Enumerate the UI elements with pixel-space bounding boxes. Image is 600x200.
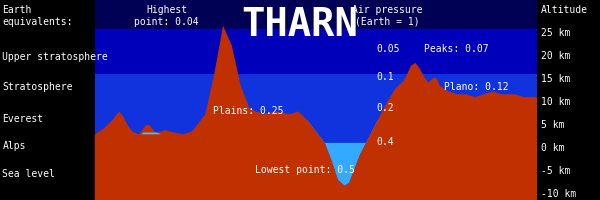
Polygon shape <box>95 0 537 29</box>
Text: Highest
point: 0.04: Highest point: 0.04 <box>134 5 199 27</box>
Polygon shape <box>95 74 537 143</box>
Polygon shape <box>307 120 378 186</box>
Text: Plano: 0.12: Plano: 0.12 <box>444 82 509 92</box>
Text: Altitude: Altitude <box>541 5 588 15</box>
Text: Air pressure
(Earth = 1): Air pressure (Earth = 1) <box>352 5 422 27</box>
Text: 5 km: 5 km <box>541 120 565 130</box>
Text: Upper stratosphere: Upper stratosphere <box>2 52 108 62</box>
Text: -10 km: -10 km <box>541 189 577 199</box>
Text: Lowest point: 0.5: Lowest point: 0.5 <box>255 165 355 175</box>
Polygon shape <box>95 26 537 200</box>
Text: THARN: THARN <box>242 6 358 44</box>
Text: Stratosphere: Stratosphere <box>2 82 73 92</box>
Text: Plains: 0.25: Plains: 0.25 <box>213 106 284 116</box>
Text: Alps: Alps <box>2 141 26 151</box>
Text: 25 km: 25 km <box>541 28 571 38</box>
Text: -5 km: -5 km <box>541 166 571 176</box>
Text: 0.4: 0.4 <box>377 137 394 147</box>
Text: 20 km: 20 km <box>541 51 571 61</box>
Text: 0.05: 0.05 <box>377 44 400 54</box>
Polygon shape <box>95 29 537 74</box>
Text: Sea level: Sea level <box>2 169 55 179</box>
Text: 15 km: 15 km <box>541 74 571 84</box>
Polygon shape <box>95 143 537 200</box>
Text: Earth
equivalents:: Earth equivalents: <box>2 5 73 27</box>
Text: Everest: Everest <box>2 114 44 124</box>
Text: 0.1: 0.1 <box>377 72 394 82</box>
Text: 10 km: 10 km <box>541 97 571 107</box>
Text: 0 km: 0 km <box>541 143 565 153</box>
Polygon shape <box>134 133 161 134</box>
Text: Peaks: 0.07: Peaks: 0.07 <box>424 44 488 54</box>
Text: 0.2: 0.2 <box>377 103 394 113</box>
